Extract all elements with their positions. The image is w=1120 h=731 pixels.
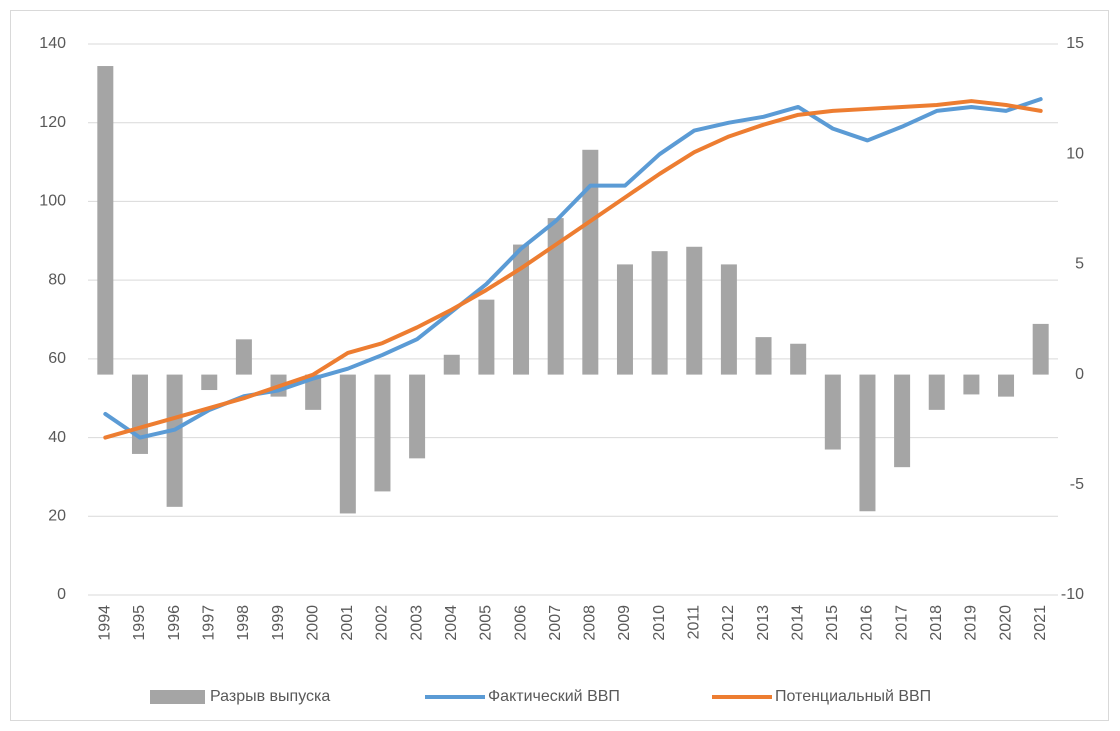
legend-label: Фактический ВВП <box>488 688 620 705</box>
y2-tick-label: 15 <box>1066 35 1084 52</box>
y2-tick-label: 0 <box>1075 366 1084 383</box>
bar <box>97 66 114 375</box>
x-tick-label: 2011 <box>685 605 702 640</box>
bar <box>651 251 668 375</box>
y2-tick-label: -10 <box>1061 586 1084 603</box>
y-tick-label: 140 <box>39 35 66 52</box>
bar <box>443 354 460 375</box>
x-tick-label: 2016 <box>859 605 876 641</box>
x-tick-label: 2013 <box>755 605 772 641</box>
x-tick-label: 2017 <box>893 605 910 641</box>
x-tick-label: 1996 <box>166 605 183 641</box>
x-tick-label: 1997 <box>200 605 217 641</box>
chart-frame <box>10 10 1109 721</box>
y-tick-label: 120 <box>39 114 66 131</box>
bar <box>963 374 980 395</box>
x-tick-label: 2007 <box>547 605 564 641</box>
y-tick-label: 20 <box>48 508 66 525</box>
line <box>103 99 1043 440</box>
bar <box>928 374 945 410</box>
y2-tick-label: 5 <box>1075 256 1084 273</box>
bar <box>166 374 183 507</box>
x-tick-label: 2000 <box>304 605 321 641</box>
bar <box>374 374 391 492</box>
bar <box>894 374 911 468</box>
x-tick-label: 1994 <box>97 605 114 641</box>
bar <box>201 374 218 391</box>
x-tick-label: 2003 <box>408 605 425 641</box>
y-tick-label: 100 <box>39 193 66 210</box>
x-tick-label: 2014 <box>789 605 806 641</box>
bar <box>998 374 1015 397</box>
x-tick-label: 2018 <box>928 605 945 641</box>
y-tick-label: 40 <box>48 429 66 446</box>
y-tick-label: 0 <box>57 586 66 603</box>
legend-label: Разрыв выпуска <box>210 688 330 705</box>
bar <box>824 374 841 450</box>
bar <box>513 244 530 375</box>
bar <box>859 374 876 512</box>
x-tick-label: 1995 <box>131 605 148 641</box>
x-tick-label: 2005 <box>478 605 495 641</box>
bar <box>582 149 599 375</box>
x-tick-label: 2002 <box>374 605 391 641</box>
bar <box>305 374 322 410</box>
bar <box>478 299 495 375</box>
y2-tick-label: 10 <box>1066 145 1084 162</box>
legend-label: Потенциальный ВВП <box>775 688 931 705</box>
x-tick-label: 2004 <box>443 605 460 641</box>
y-tick-label: 80 <box>48 271 66 288</box>
bar <box>790 343 807 375</box>
x-tick-label: 1998 <box>235 605 252 641</box>
x-tick-label: 2015 <box>824 605 841 641</box>
bar <box>409 374 426 459</box>
x-tick-label: 2009 <box>616 605 633 641</box>
y2-tick-label: -5 <box>1070 476 1084 493</box>
x-tick-label: 2020 <box>997 605 1014 641</box>
x-tick-label: 2019 <box>963 605 980 641</box>
bar <box>235 339 252 375</box>
bar <box>131 374 148 454</box>
bar <box>755 337 772 375</box>
bar <box>547 218 564 375</box>
x-tick-label: 2006 <box>512 605 529 641</box>
bar <box>1032 323 1049 375</box>
x-tick-label: 2010 <box>651 605 668 641</box>
x-tick-label: 2021 <box>1032 605 1049 641</box>
bar <box>720 264 737 375</box>
y-tick-label: 60 <box>48 350 66 367</box>
x-tick-label: 1999 <box>270 605 287 641</box>
bar <box>686 246 703 375</box>
bar <box>616 264 633 375</box>
x-tick-label: 2012 <box>720 605 737 641</box>
x-tick-label: 2008 <box>582 605 599 641</box>
x-tick-label: 2001 <box>339 605 356 641</box>
legend-swatch <box>150 690 205 704</box>
bar <box>339 374 356 514</box>
